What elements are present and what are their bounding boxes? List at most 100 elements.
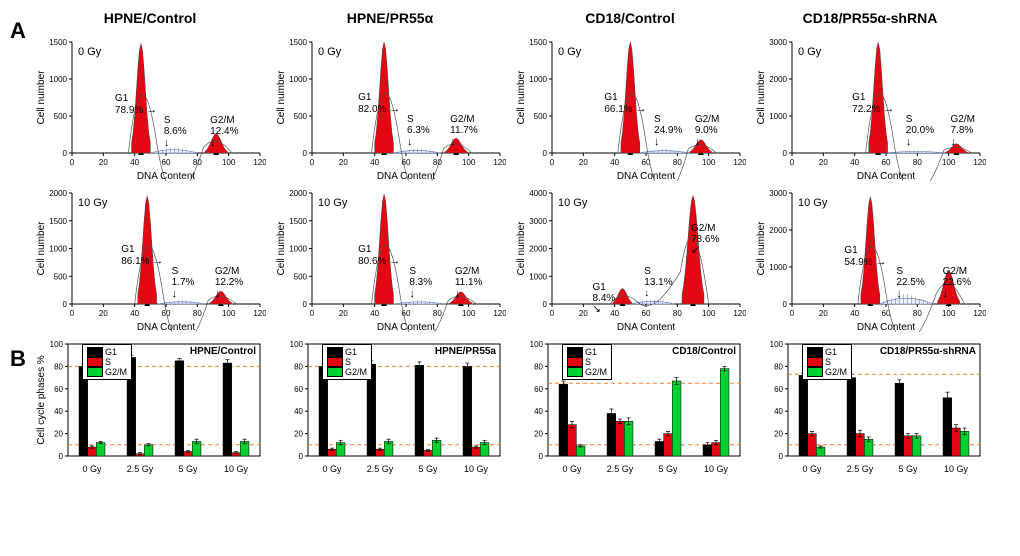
svg-text:40: 40 <box>294 407 303 416</box>
svg-text:5 Gy: 5 Gy <box>418 464 438 474</box>
svg-text:0: 0 <box>790 309 795 318</box>
panel-a: A HPNE/Control HPNE/PR55α CD18/Control C… <box>10 10 1010 332</box>
svg-text:1000: 1000 <box>289 75 307 84</box>
svg-text:0: 0 <box>63 149 68 158</box>
svg-text:80: 80 <box>193 158 202 167</box>
col-title-2: CD18/Control <box>514 10 746 26</box>
svg-text:2000: 2000 <box>529 245 547 254</box>
svg-text:2000: 2000 <box>769 226 787 235</box>
hist-0-0: 050010001500020406080100120DNA ContentCe… <box>34 36 266 181</box>
svg-text:0: 0 <box>299 452 304 461</box>
svg-text:0 Gy: 0 Gy <box>562 464 582 474</box>
svg-text:20: 20 <box>534 430 543 439</box>
legend-1: G1 S G2/M <box>322 344 372 380</box>
svg-text:60: 60 <box>294 385 303 394</box>
svg-text:80: 80 <box>54 362 63 371</box>
hist-1-0: 050010001500020406080100120DNA ContentCe… <box>274 36 506 181</box>
svg-text:Cell number: Cell number <box>36 221 47 276</box>
svg-text:20: 20 <box>294 430 303 439</box>
svg-text:60: 60 <box>54 385 63 394</box>
svg-text:500: 500 <box>534 112 548 121</box>
svg-text:Cell cycle phases %: Cell cycle phases % <box>36 355 47 445</box>
bar-title-3: CD18/PR55α-shRNA <box>880 346 976 357</box>
svg-text:20: 20 <box>819 309 828 318</box>
svg-text:0: 0 <box>63 300 68 309</box>
svg-text:10 Gy: 10 Gy <box>944 464 969 474</box>
svg-text:500: 500 <box>294 112 308 121</box>
svg-text:10 Gy: 10 Gy <box>704 464 729 474</box>
svg-text:1500: 1500 <box>49 217 67 226</box>
svg-text:Cell number: Cell number <box>756 70 767 125</box>
svg-text:0: 0 <box>539 452 544 461</box>
svg-text:0: 0 <box>303 149 308 158</box>
svg-text:100: 100 <box>222 309 236 318</box>
svg-text:60: 60 <box>642 309 651 318</box>
panel-b-row: 0 20 40 60 80 100 0 Gy 2.5 Gy 5 Gy 10 Gy Cell cycl… <box>34 338 1010 478</box>
svg-text:2.5 Gy: 2.5 Gy <box>127 464 154 474</box>
svg-text:20: 20 <box>99 309 108 318</box>
svg-text:Cell number: Cell number <box>516 221 527 276</box>
svg-text:0: 0 <box>310 309 315 318</box>
svg-text:120: 120 <box>733 158 746 167</box>
svg-text:80: 80 <box>433 309 442 318</box>
svg-text:60: 60 <box>162 158 171 167</box>
svg-text:100: 100 <box>942 158 956 167</box>
svg-text:40: 40 <box>130 158 139 167</box>
svg-text:2.5 Gy: 2.5 Gy <box>607 464 634 474</box>
svg-text:DNA Content: DNA Content <box>857 171 916 181</box>
svg-text:0: 0 <box>70 309 75 318</box>
bar-chart-0: 0204060801000 Gy2.5 Gy5 Gy10 GyCell cycl… <box>34 338 266 478</box>
bar-chart-2: 0204060801000 Gy2.5 Gy5 Gy10 Gy G1 S G2/… <box>514 338 746 478</box>
svg-text:20: 20 <box>774 430 783 439</box>
svg-text:1000: 1000 <box>49 75 67 84</box>
hist-0-1: 0500100015002000020406080100120DNA Conte… <box>34 187 266 332</box>
svg-text:500: 500 <box>54 272 68 281</box>
svg-text:20: 20 <box>339 158 348 167</box>
svg-text:80: 80 <box>774 362 783 371</box>
svg-text:120: 120 <box>493 309 506 318</box>
svg-text:5 Gy: 5 Gy <box>658 464 678 474</box>
svg-text:100: 100 <box>222 158 236 167</box>
svg-text:3000: 3000 <box>769 189 787 198</box>
svg-text:500: 500 <box>294 272 308 281</box>
hist-3-0: 0100020003000020406080100120DNA ContentC… <box>754 36 986 181</box>
svg-text:20: 20 <box>579 158 588 167</box>
svg-text:40: 40 <box>370 158 379 167</box>
svg-text:0: 0 <box>783 149 788 158</box>
svg-text:40: 40 <box>850 158 859 167</box>
svg-text:DNA Content: DNA Content <box>857 322 916 332</box>
svg-text:80: 80 <box>913 309 922 318</box>
legend-3: G1 S G2/M <box>802 344 852 380</box>
svg-text:100: 100 <box>770 340 784 349</box>
svg-text:80: 80 <box>534 362 543 371</box>
svg-text:Cell number: Cell number <box>756 221 767 276</box>
panel-b: B 0 20 40 60 80 100 0 Gy 2.5 Gy 5 Gy 10 Gy Cell cy… <box>10 338 1010 478</box>
svg-text:1000: 1000 <box>529 272 547 281</box>
legend-2: G1 S G2/M <box>562 344 612 380</box>
svg-text:60: 60 <box>534 385 543 394</box>
svg-text:80: 80 <box>294 362 303 371</box>
svg-text:3000: 3000 <box>529 217 547 226</box>
svg-text:DNA Content: DNA Content <box>377 171 436 181</box>
svg-text:0 Gy: 0 Gy <box>322 464 342 474</box>
svg-text:0 Gy: 0 Gy <box>802 464 822 474</box>
panel-a-titles: HPNE/Control HPNE/PR55α CD18/Control CD1… <box>34 10 1010 30</box>
svg-text:100: 100 <box>50 340 64 349</box>
svg-text:100: 100 <box>702 309 716 318</box>
svg-text:2000: 2000 <box>769 75 787 84</box>
svg-text:40: 40 <box>534 407 543 416</box>
svg-text:1000: 1000 <box>529 75 547 84</box>
svg-text:20: 20 <box>99 158 108 167</box>
svg-text:5 Gy: 5 Gy <box>178 464 198 474</box>
svg-text:120: 120 <box>973 309 986 318</box>
svg-text:100: 100 <box>702 158 716 167</box>
bar-title-1: HPNE/PR55a <box>435 346 496 357</box>
panel-b-label: B <box>10 346 26 372</box>
bar-chart-3: 0204060801000 Gy2.5 Gy5 Gy10 Gy G1 S G2/… <box>754 338 986 478</box>
svg-text:1000: 1000 <box>769 112 787 121</box>
svg-text:0: 0 <box>783 300 788 309</box>
svg-text:Cell number: Cell number <box>516 70 527 125</box>
svg-text:0 Gy: 0 Gy <box>82 464 102 474</box>
svg-text:10 Gy: 10 Gy <box>464 464 489 474</box>
svg-text:40: 40 <box>54 407 63 416</box>
